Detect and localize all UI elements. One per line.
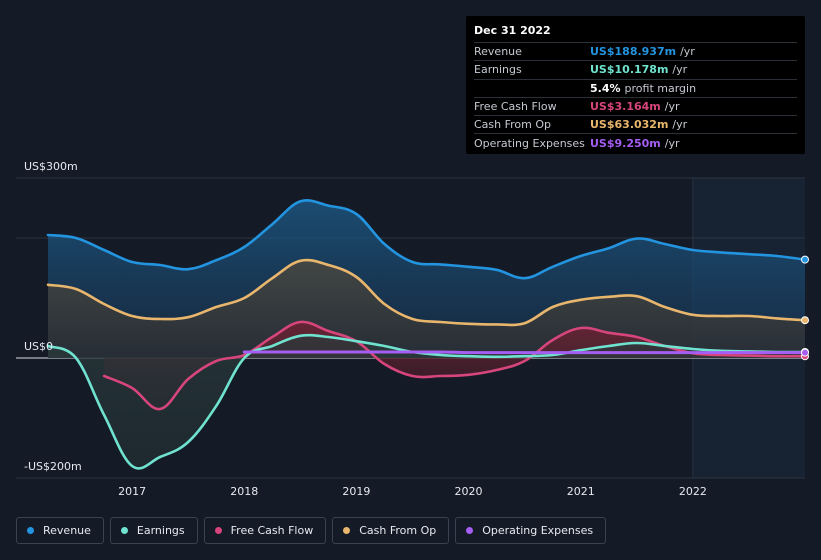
legend-item-label: Earnings [136, 524, 185, 537]
legend-dot-icon [343, 527, 351, 534]
tooltip-row: Revenue US$188.937m/yr [474, 42, 797, 60]
data-tooltip: Dec 31 2022 Revenue US$188.937m/yr Earning… [466, 16, 805, 154]
tooltip-row-value: US$3.164m [590, 100, 661, 114]
tooltip-row: Operating Expenses US$9.250m/yr [474, 133, 797, 151]
revenue-line [46, 199, 807, 280]
legend-item-label: Operating Expenses [482, 524, 594, 537]
legend-dot-icon [120, 527, 128, 534]
tooltip-row-value: US$188.937m [590, 45, 677, 59]
tooltip-row-label: Free Cash Flow [474, 100, 557, 114]
x-tick-label: 2017 [118, 485, 147, 498]
cash-from-op-line [46, 258, 807, 327]
legend-item-operating-expenses[interactable]: Operating Expenses [455, 517, 607, 544]
tooltip-row: 5.4% profit margin [474, 78, 797, 97]
tooltip-row-label: Cash From Op [474, 118, 552, 132]
series-end-markers [801, 255, 809, 361]
tooltip-row-value: US$63.032m [590, 118, 669, 132]
legend-item-label: Cash From Op [359, 524, 437, 537]
tooltip-row-unit: profit margin [624, 81, 697, 95]
tooltip-row: Free Cash Flow US$3.164m/yr [474, 96, 797, 115]
legend-item-revenue[interactable]: Revenue [16, 517, 104, 544]
tooltip-row-value: US$10.178m [590, 63, 669, 77]
legend-item-earnings[interactable]: Earnings [109, 517, 198, 544]
earnings-line [46, 333, 807, 470]
tooltip-row: Cash From Op US$63.032m/yr [474, 115, 797, 133]
tooltip-row-label: Earnings [474, 63, 522, 77]
legend-item-label: Revenue [43, 524, 91, 537]
legend-dot-icon [214, 527, 222, 534]
tooltip-row-unit: /yr [664, 136, 680, 150]
y-axis-label-top: US$300m [24, 160, 78, 173]
cash-from-op-end-marker [801, 316, 809, 325]
x-tick-label: 2021 [566, 485, 595, 498]
legend-item-label: Free Cash Flow [230, 524, 314, 537]
x-tick-label: 2019 [342, 485, 371, 498]
tooltip-row-label: Operating Expenses [474, 136, 585, 150]
y-axis-label-zero: US$0 [24, 340, 54, 353]
operating-expenses-end-marker [801, 348, 809, 357]
tooltip-row-value: 5.4% [590, 81, 621, 95]
x-tick-label: 2020 [454, 485, 483, 498]
tooltip-row-unit: /yr [664, 100, 680, 114]
series-lines [46, 199, 807, 470]
tooltip-row-label: Revenue [474, 45, 522, 59]
tooltip-row-value: US$9.250m [590, 136, 661, 150]
operating-expenses-line [242, 350, 807, 355]
legend-item-cash-from-op[interactable]: Cash From Op [332, 517, 450, 544]
tooltip-row-unit: /yr [680, 45, 695, 59]
legend-dot-icon [466, 527, 474, 534]
legend-item-free-cash-flow[interactable]: Free Cash Flow [203, 517, 327, 544]
legend-dot-icon [27, 527, 34, 534]
chart-legend: Revenue Earnings Free Cash Flow Cash From O… [16, 517, 607, 544]
tooltip-rows: Revenue US$188.937m/yr Earnings US$10.178m /… [474, 42, 797, 152]
x-tick-label: 2022 [678, 485, 707, 498]
series-areas [48, 200, 806, 469]
y-axis-label-bottom: -US$200m [24, 460, 82, 473]
tooltip-date: Dec 31 2022 [474, 24, 551, 37]
tooltip-row: Earnings US$10.178m/yr [474, 60, 797, 78]
tooltip-row-unit: /yr [672, 118, 688, 132]
x-tick-label: 2018 [230, 485, 259, 498]
tooltip-row-unit: /yr [672, 63, 688, 77]
revenue-end-marker [801, 255, 809, 264]
